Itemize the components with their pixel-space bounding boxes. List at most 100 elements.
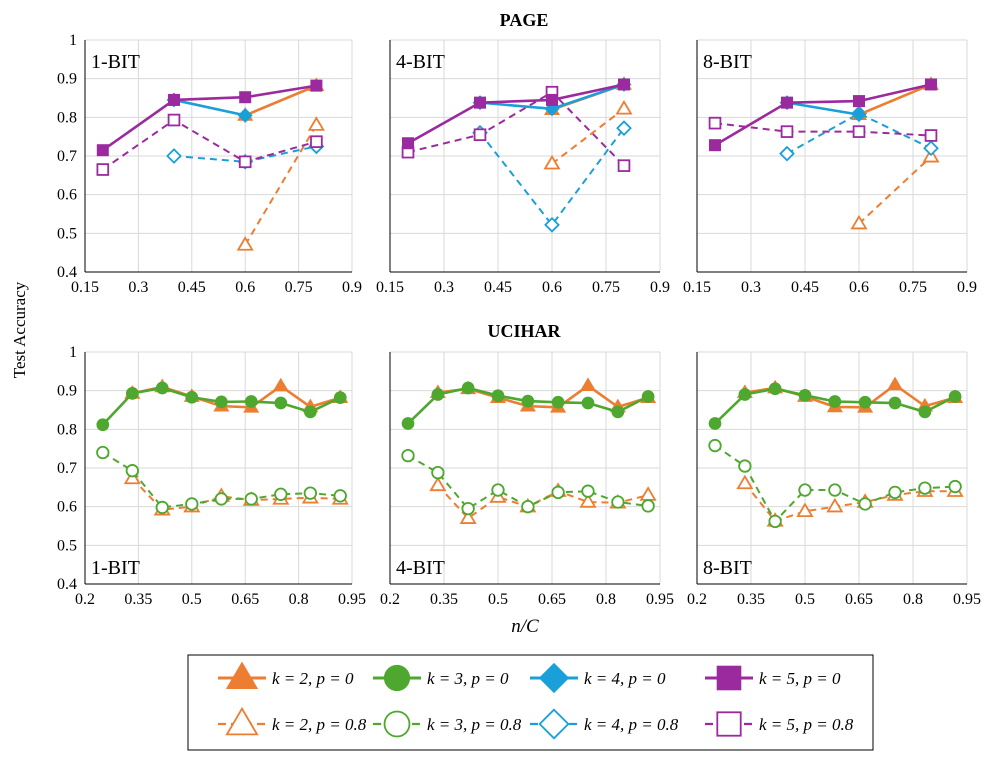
data-point-k3p8: [96, 445, 110, 460]
data-point-k5p0: [924, 78, 937, 91]
legend-marker: [716, 665, 742, 691]
data-point-k5p8: [617, 159, 631, 172]
legend-label: k = 4, p = 0.8: [584, 715, 679, 734]
data-point-k3p0: [333, 391, 347, 404]
data-point-k2p0: [579, 377, 597, 392]
legend-item-k2p8: k = 2, p = 0.8: [218, 706, 367, 736]
series-line-k2p8: [858, 156, 932, 225]
y-tick-label: 1: [69, 344, 77, 361]
data-point-k4p8: [779, 145, 795, 162]
data-point-k5p8: [167, 113, 181, 127]
panel-page-4-bit: 0.15 0.3 0.45 0.6 0.75 0.9 4-BIT: [376, 39, 670, 296]
x-tick-label: 0.35: [737, 591, 765, 608]
panel-label: 8-BIT: [703, 51, 752, 73]
data-point-k5p8: [852, 125, 866, 138]
data-point-k3p8: [581, 484, 595, 498]
y-tick-label: 0.5: [57, 537, 77, 554]
x-tick-label: 0.65: [231, 591, 259, 608]
data-point-k3p8: [431, 465, 445, 480]
y-tick-label: 0.9: [57, 383, 77, 400]
panel-label: 8-BIT: [703, 557, 752, 579]
x-tick-label: 0.95: [953, 591, 981, 608]
data-point-k3p0: [611, 405, 625, 419]
x-tick-label: 0.75: [285, 279, 313, 296]
y-tick-label: 0.4: [57, 264, 77, 281]
series-k5p0: [708, 78, 937, 152]
data-point-k5p0: [310, 79, 323, 92]
data-point-k5p8: [310, 135, 323, 148]
legend-label: k = 3, p = 0: [427, 669, 509, 688]
legend-label: k = 2, p = 0: [272, 669, 354, 688]
data-point-k2p8: [736, 474, 754, 490]
legend-label: k = 2, p = 0.8: [272, 715, 367, 734]
x-tick-label: 0.6: [542, 279, 562, 296]
legend-marker: [225, 661, 259, 689]
data-point-k2p8: [639, 486, 657, 501]
data-point-k5p0: [617, 78, 630, 91]
data-point-k4p8: [544, 216, 560, 233]
data-point-k3p8: [401, 448, 415, 463]
panel-page-8-bit: 0.15 0.3 0.45 0.6 0.75 0.9 8-BIT: [683, 39, 977, 296]
panel-label: 4-BIT: [396, 51, 445, 73]
x-tick-label: 0.35: [124, 591, 152, 608]
data-point-k3p0: [888, 396, 902, 410]
series-k2p8: [543, 99, 633, 170]
data-point-k5p0: [402, 137, 415, 150]
data-point-k3p8: [798, 483, 812, 497]
series-k2p8: [236, 116, 325, 251]
x-tick-label: 0.2: [380, 591, 400, 608]
series-k5p0: [402, 78, 630, 150]
series-line-k5p0: [102, 84, 317, 152]
data-point-k3p0: [125, 387, 139, 400]
data-point-k3p0: [918, 405, 932, 419]
series-k3p0: [708, 382, 962, 430]
data-point-k2p8: [307, 116, 325, 131]
data-point-k5p0: [780, 96, 793, 109]
y-tick-label: 0.7: [57, 148, 77, 165]
panels: 0.15 0.3 0.45 0.6 0.75 0.9 0.4 0.5 0.6 0.7 0.8 0.9 1…: [57, 32, 981, 637]
x-tick-label: 0.2: [75, 591, 95, 608]
data-point-k4p8: [166, 148, 182, 164]
data-point-k5p0: [852, 95, 865, 108]
x-tick-label: 0.5: [795, 591, 815, 608]
x-tick-label: 0.5: [182, 591, 202, 608]
data-point-k5p0: [239, 91, 252, 104]
data-point-k3p0: [401, 417, 415, 430]
series-k5p8: [708, 116, 938, 142]
series-k5p8: [401, 85, 631, 172]
x-tick-label: 0.2: [687, 591, 707, 608]
data-point-k5p0: [545, 93, 558, 106]
data-point-k5p0: [708, 139, 721, 152]
x-tick-label: 0.75: [592, 279, 620, 296]
x-tick-label: 0.75: [899, 279, 927, 296]
legend-item-k5p8: k = 5, p = 0.8: [705, 711, 854, 737]
x-tick-label: 0.9: [650, 279, 670, 296]
data-point-k5p8: [924, 129, 938, 142]
series-line-k2p8: [437, 484, 649, 520]
legend-label: k = 3, p = 0.8: [427, 715, 522, 734]
data-point-k3p0: [738, 388, 752, 401]
data-point-k3p0: [431, 388, 445, 401]
data-point-k3p8: [708, 438, 722, 453]
y-tick-label: 1: [69, 32, 77, 49]
legend-item-k3p0: k = 3, p = 0: [373, 664, 509, 692]
data-point-k2p8: [615, 99, 633, 115]
x-tick-label: 0.15: [683, 279, 711, 296]
data-point-k3p0: [461, 381, 475, 395]
y-tick-label: 0.6: [57, 499, 77, 516]
series-line-k4p0: [173, 98, 246, 117]
y-tick-label: 0.4: [57, 576, 77, 593]
data-point-k3p0: [551, 395, 565, 409]
data-point-k2p8: [796, 502, 814, 517]
data-point-k3p8: [461, 501, 475, 516]
panel-label: 1-BIT: [91, 51, 140, 73]
legend-marker: [538, 662, 570, 694]
data-point-k2p8: [826, 497, 844, 513]
series-line-k5p0: [407, 83, 625, 145]
data-point-k5p8: [96, 163, 110, 176]
data-point-k3p0: [274, 396, 288, 410]
series-k3p0: [401, 381, 655, 430]
data-point-k3p8: [303, 486, 318, 500]
x-tick-label: 0.15: [71, 279, 99, 296]
